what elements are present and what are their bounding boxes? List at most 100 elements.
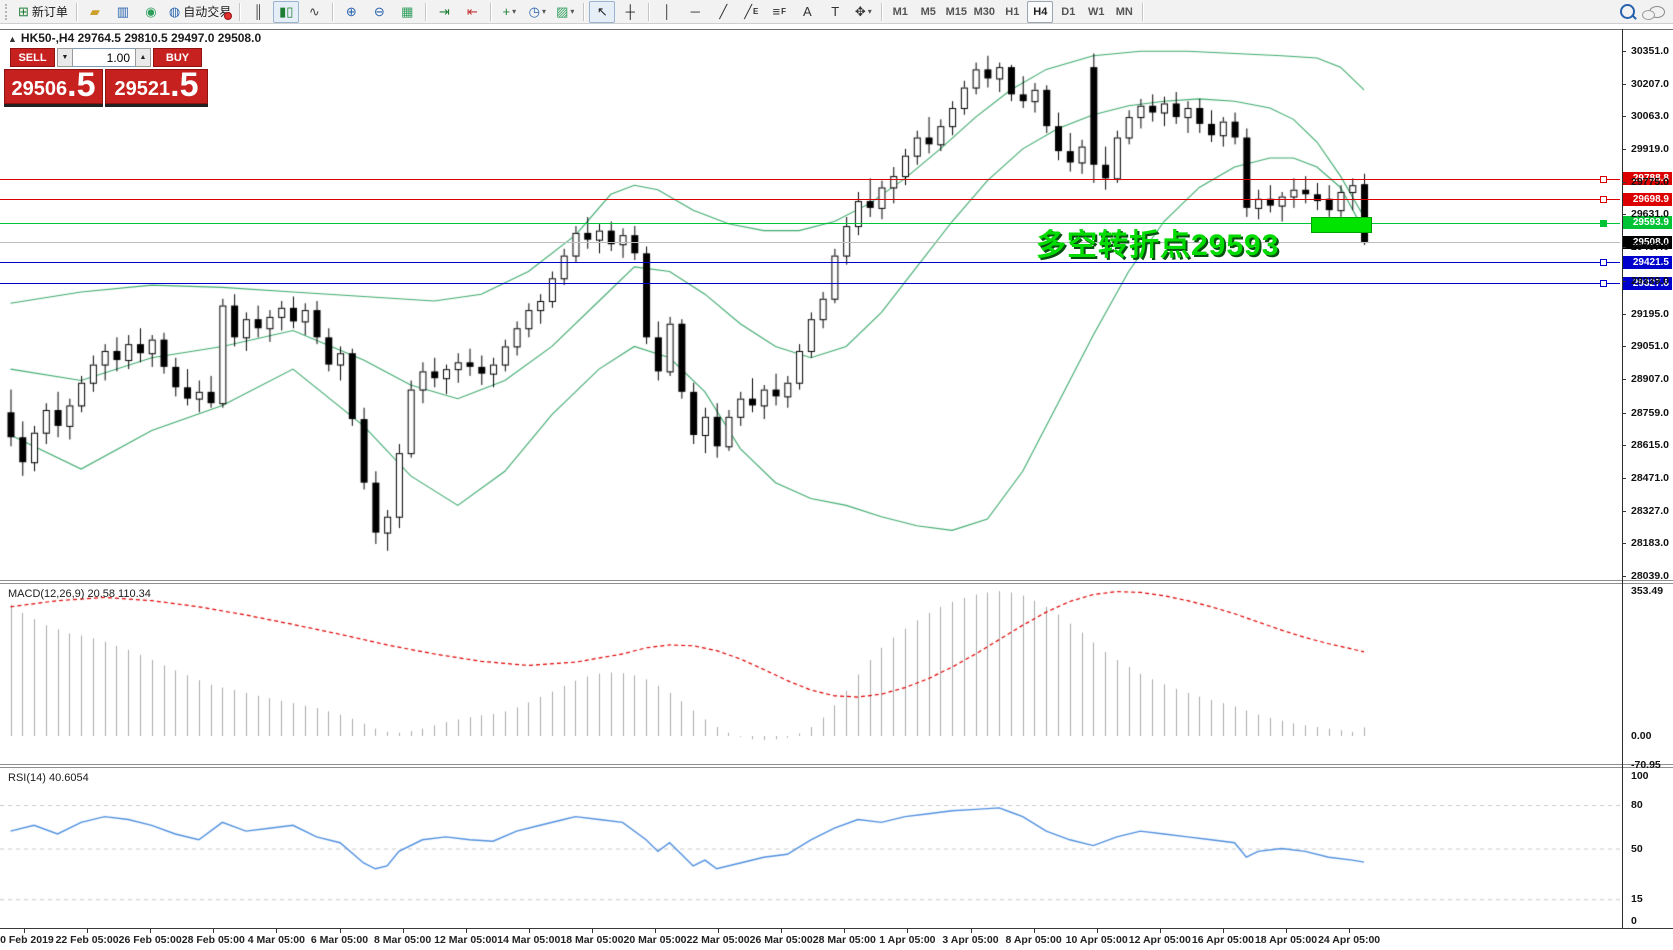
time-tick-mark: [970, 929, 972, 933]
volume-increase-button[interactable]: ▲: [135, 48, 151, 67]
templates-dropdown-arrow[interactable]: ▾: [570, 6, 575, 16]
level-line-handle[interactable]: [1600, 259, 1607, 267]
search-icon[interactable]: [1620, 4, 1635, 19]
level-line-29698.9[interactable]: [0, 199, 1620, 201]
trendline-button[interactable]: ╱: [710, 1, 736, 23]
timeframe-button-m30[interactable]: M30: [973, 5, 995, 18]
arrows-button[interactable]: ✥ ▾: [850, 1, 876, 23]
sell-price-button[interactable]: 29506.5: [4, 68, 103, 104]
crosshair-button[interactable]: ┼: [617, 1, 643, 23]
volume-input[interactable]: 1.00: [73, 48, 135, 67]
timeframe-button-d1[interactable]: D1: [1061, 5, 1076, 18]
toolbar-separator: [332, 2, 334, 21]
price-tick: 30207.0: [1631, 77, 1669, 90]
timeframe-button-h4[interactable]: H4: [1027, 0, 1054, 23]
profiles-button[interactable]: ▰: [82, 1, 108, 23]
level-line-29788.8[interactable]: [0, 178, 1620, 180]
equidistant-channel-button[interactable]: ╱ E: [738, 1, 764, 23]
vertical-line-button[interactable]: │: [654, 1, 680, 23]
level-line-handle[interactable]: [1600, 219, 1607, 227]
templates-icon: ▨: [556, 4, 569, 19]
level-line-handle[interactable]: [1600, 280, 1607, 288]
macd-pane-canvas[interactable]: [0, 584, 1620, 764]
autotrading-button[interactable]: ◍ 自动交易: [166, 1, 234, 23]
macd-axis-tick: -70.95: [1631, 759, 1661, 772]
fibonacci-button[interactable]: ≡ F: [766, 1, 792, 23]
time-tick-label: 26 Feb 05:00: [118, 934, 182, 946]
autotrading-stop-dot: [224, 11, 233, 20]
timeframe-button-mn[interactable]: MN: [1115, 5, 1133, 18]
chart-annotation-text[interactable]: 多空转折点29593: [1036, 229, 1280, 262]
price-level-badge: 29508.0: [1623, 235, 1672, 249]
pane-splitter-rsi[interactable]: [0, 764, 1673, 768]
level-line-29593.9[interactable]: [0, 222, 1620, 224]
cursor-button[interactable]: ↖: [589, 0, 616, 23]
timeframe-button-m1[interactable]: M1: [892, 5, 908, 18]
indicators-button[interactable]: + ▾: [496, 1, 522, 23]
bar-chart-button[interactable]: ║: [245, 1, 271, 23]
zoom-out-icon: ⊖: [373, 4, 385, 19]
price-tick-mark: [1622, 181, 1626, 183]
time-tick-label: 12 Apr 05:00: [1128, 934, 1191, 946]
periods-button[interactable]: ◷ ▾: [524, 1, 550, 23]
timeframe-toolbar: M1 M5 M15 M30 H1 H4 D1 W1 MN: [886, 0, 1138, 23]
community-icon[interactable]: [1642, 5, 1665, 20]
time-axis[interactable]: 20 Feb 2019 22 Feb 05:00 26 Feb 05:00 28 Fe…: [0, 928, 1673, 950]
price-chart-canvas[interactable]: [0, 28, 1620, 580]
rsi-pane-canvas[interactable]: [0, 768, 1620, 928]
profiles-icon: ▰: [89, 4, 100, 19]
rsi-axis-tick: 15: [1631, 893, 1643, 906]
timeframe-button-w1[interactable]: W1: [1088, 5, 1105, 18]
market-watch-button[interactable]: ▥: [110, 1, 136, 23]
chart-shift-button[interactable]: ⇤: [459, 1, 485, 23]
price-level-badge: 29327.8: [1623, 276, 1672, 290]
time-tick-mark: [87, 929, 89, 933]
arrows-dropdown-arrow[interactable]: ▾: [867, 6, 872, 16]
new-order-button[interactable]: ⊞ 新订单: [15, 1, 71, 23]
symbol-ohlc-text: HK50-,H4 29764.5 29810.5 29497.0 29508.0: [20, 31, 262, 45]
price-tick-mark: [1622, 477, 1626, 479]
volume-decrease-button[interactable]: ▼: [57, 48, 73, 67]
horizontal-line-icon: ─: [690, 4, 700, 19]
buy-button[interactable]: BUY: [153, 48, 202, 67]
price-tick-mark: [1622, 576, 1626, 577]
toolbar-separator: [490, 2, 492, 21]
zoom-out-button[interactable]: ⊖: [366, 1, 392, 23]
level-line-29421.5[interactable]: [0, 262, 1620, 264]
auto-scroll-button[interactable]: ⇥: [431, 1, 457, 23]
pane-splitter-macd[interactable]: [0, 580, 1673, 584]
collapse-arrow-icon[interactable]: ▲: [8, 34, 17, 44]
highlight-rectangle[interactable]: [1310, 216, 1373, 233]
toolbar-separator: [881, 2, 883, 21]
templates-button[interactable]: ▨ ▾: [552, 1, 578, 23]
autotrading-label: 自动交易: [183, 4, 232, 19]
signals-button[interactable]: ◉: [138, 1, 164, 23]
price-tick: 29775.0: [1631, 175, 1669, 188]
toolbar-grip: [5, 3, 12, 20]
buy-price-button[interactable]: 29521.5: [105, 68, 208, 104]
timeframe-button-m5[interactable]: M5: [920, 5, 936, 18]
periods-dropdown-arrow[interactable]: ▾: [541, 6, 546, 16]
tile-windows-button[interactable]: ▦: [394, 1, 420, 23]
time-tick-mark: [591, 929, 593, 933]
price-tick-mark: [1622, 247, 1626, 249]
level-line-handle[interactable]: [1600, 196, 1607, 204]
level-line-29508.0[interactable]: [0, 242, 1620, 244]
price-tick-mark: [1622, 214, 1626, 216]
text-button[interactable]: A: [794, 1, 820, 23]
text-label-button[interactable]: T: [822, 1, 848, 23]
main-toolbar: ⊞ 新订单 ▰ ▥ ◉ ◍ 自动交易 ║ ▮▯ ∿ ⊕ ⊖ ▦ ⇥ ⇤ + ▾ ◷ ▾ ▨ ▾ ↖ ┼ │ ─ ╱ ╱ E ≡ F A T ✥ ▾…: [0, 0, 1673, 24]
horizontal-line-button[interactable]: ─: [682, 1, 708, 23]
timeframe-button-m15[interactable]: M15: [945, 5, 967, 18]
level-line-29327.8[interactable]: [0, 283, 1620, 285]
zoom-in-button[interactable]: ⊕: [338, 1, 364, 23]
sell-button[interactable]: SELL: [10, 48, 55, 67]
level-line-handle[interactable]: [1600, 175, 1607, 183]
periods-icon: ◷: [528, 4, 540, 19]
time-tick-mark: [781, 929, 783, 933]
candlestick-button[interactable]: ▮▯: [273, 0, 300, 23]
indicators-dropdown-arrow[interactable]: ▾: [512, 6, 517, 16]
timeframe-button-h1[interactable]: H1: [1005, 5, 1020, 18]
line-chart-button[interactable]: ∿: [301, 1, 327, 23]
price-tick: 28327.0: [1631, 504, 1669, 517]
